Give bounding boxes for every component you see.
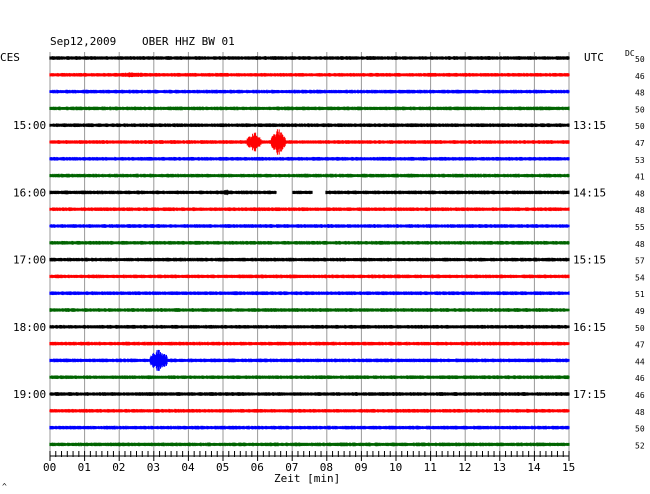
x-tick-label: 00 bbox=[43, 461, 56, 474]
event-burst-4 bbox=[149, 349, 168, 371]
dc-value: 46 bbox=[635, 374, 645, 383]
dc-value: 46 bbox=[635, 391, 645, 400]
trace-row-9 bbox=[49, 207, 570, 212]
minute-grid bbox=[49, 52, 570, 451]
left-time-label: 19:00 bbox=[13, 388, 46, 401]
chart-title: Sep12,2009 bbox=[50, 35, 116, 48]
dc-value: 54 bbox=[635, 273, 645, 282]
dc-value: 48 bbox=[635, 206, 645, 215]
trace-row-8 bbox=[49, 190, 570, 195]
trace-row-12 bbox=[49, 257, 570, 262]
right-time-label: 15:15 bbox=[573, 254, 606, 267]
x-tick-label: 04 bbox=[181, 461, 195, 474]
x-tick-label: 15 bbox=[562, 461, 575, 474]
event-burst-0 bbox=[115, 72, 151, 78]
trace-row-15 bbox=[49, 308, 570, 312]
trace-row-10 bbox=[49, 224, 570, 228]
trace-row-4 bbox=[49, 123, 570, 128]
event-burst-3 bbox=[219, 189, 234, 196]
right-time-label: 17:15 bbox=[573, 388, 606, 401]
trace-row-17 bbox=[49, 341, 570, 346]
dc-value: 50 bbox=[635, 55, 645, 64]
trace-row-16 bbox=[49, 324, 570, 329]
x-tick-label: 09 bbox=[354, 461, 367, 474]
dc-value: 49 bbox=[635, 307, 645, 316]
trace-row-13 bbox=[49, 274, 570, 279]
footer-mark: ^ bbox=[2, 482, 7, 491]
trace-row-22 bbox=[49, 425, 570, 430]
x-tick-label: 01 bbox=[78, 461, 91, 474]
dc-value: 46 bbox=[635, 72, 645, 81]
trace-row-14 bbox=[49, 291, 570, 296]
dc-value: 44 bbox=[635, 357, 645, 366]
seismic-traces bbox=[49, 56, 570, 447]
left-time-label: 16:00 bbox=[13, 186, 46, 199]
x-tick-label: 12 bbox=[458, 461, 471, 474]
x-tick-label: 03 bbox=[147, 461, 160, 474]
dc-value: 50 bbox=[635, 105, 645, 114]
x-tick-label: 02 bbox=[112, 461, 125, 474]
left-time-label: 15:00 bbox=[13, 119, 46, 132]
dc-value: 50 bbox=[635, 122, 645, 131]
x-tick-label: 05 bbox=[216, 461, 229, 474]
right-axis-label: UTC bbox=[584, 51, 604, 64]
dc-value: 52 bbox=[635, 441, 645, 450]
trace-row-0 bbox=[49, 56, 570, 60]
right-time-label: 13:15 bbox=[573, 119, 606, 132]
event-burst-2 bbox=[270, 129, 286, 155]
dc-value: 55 bbox=[635, 223, 645, 232]
x-tick-label: 13 bbox=[493, 461, 506, 474]
dc-value: 48 bbox=[635, 240, 645, 249]
dc-values: 50 46 48 50 50 47 53 41 48 48 55 48 57 54 51 49 50 47 44 46… bbox=[635, 55, 645, 450]
dc-value: 51 bbox=[635, 290, 645, 299]
x-tick-label: 08 bbox=[320, 461, 333, 474]
trace-row-20 bbox=[49, 392, 570, 396]
left-axis-label: CES bbox=[0, 51, 20, 64]
trace-row-18 bbox=[49, 358, 570, 363]
trace-row-21 bbox=[49, 408, 570, 413]
dc-value: 48 bbox=[635, 89, 645, 98]
trace-row-2 bbox=[49, 89, 570, 94]
left-time-label: 18:00 bbox=[13, 321, 46, 334]
event-burst-1 bbox=[246, 132, 262, 152]
dc-value: 47 bbox=[635, 139, 645, 148]
time-labels: 15:00 16:00 17:00 18:00 19:00 13:15 14:15 15:15… bbox=[13, 119, 606, 401]
station-label: OBER HHZ BW 01 bbox=[142, 35, 235, 48]
time-axis: 00 01 02 03 04 05 06 07 08 09 10 11 12 13 14 15 bbox=[43, 451, 575, 474]
trace-row-3 bbox=[49, 106, 570, 111]
x-axis-label: Zeit [min] bbox=[274, 472, 340, 485]
x-tick-label: 07 bbox=[285, 461, 298, 474]
trace-row-5 bbox=[49, 140, 570, 144]
trace-row-19 bbox=[49, 375, 570, 380]
dc-value: 57 bbox=[635, 257, 645, 266]
dc-value: 53 bbox=[635, 156, 645, 165]
dc-value: 48 bbox=[635, 408, 645, 417]
dc-label: DC bbox=[625, 49, 635, 58]
left-time-label: 17:00 bbox=[13, 254, 46, 267]
dc-value: 41 bbox=[635, 173, 645, 182]
x-tick-label: 14 bbox=[527, 461, 541, 474]
x-tick-label: 11 bbox=[424, 461, 437, 474]
dc-value: 50 bbox=[635, 425, 645, 434]
dc-value: 48 bbox=[635, 189, 645, 198]
x-tick-label: 10 bbox=[389, 461, 402, 474]
chart-labels: Sep12,2009 OBER HHZ BW 01 CES UTC DC Zei… bbox=[0, 35, 635, 491]
right-time-label: 14:15 bbox=[573, 186, 606, 199]
trace-row-23 bbox=[49, 442, 570, 447]
trace-row-11 bbox=[49, 240, 570, 245]
dc-value: 50 bbox=[635, 324, 645, 333]
dc-value: 47 bbox=[635, 341, 645, 350]
right-time-label: 16:15 bbox=[573, 321, 606, 334]
trace-row-6 bbox=[49, 156, 570, 161]
trace-row-7 bbox=[49, 173, 570, 178]
x-tick-label: 06 bbox=[251, 461, 264, 474]
